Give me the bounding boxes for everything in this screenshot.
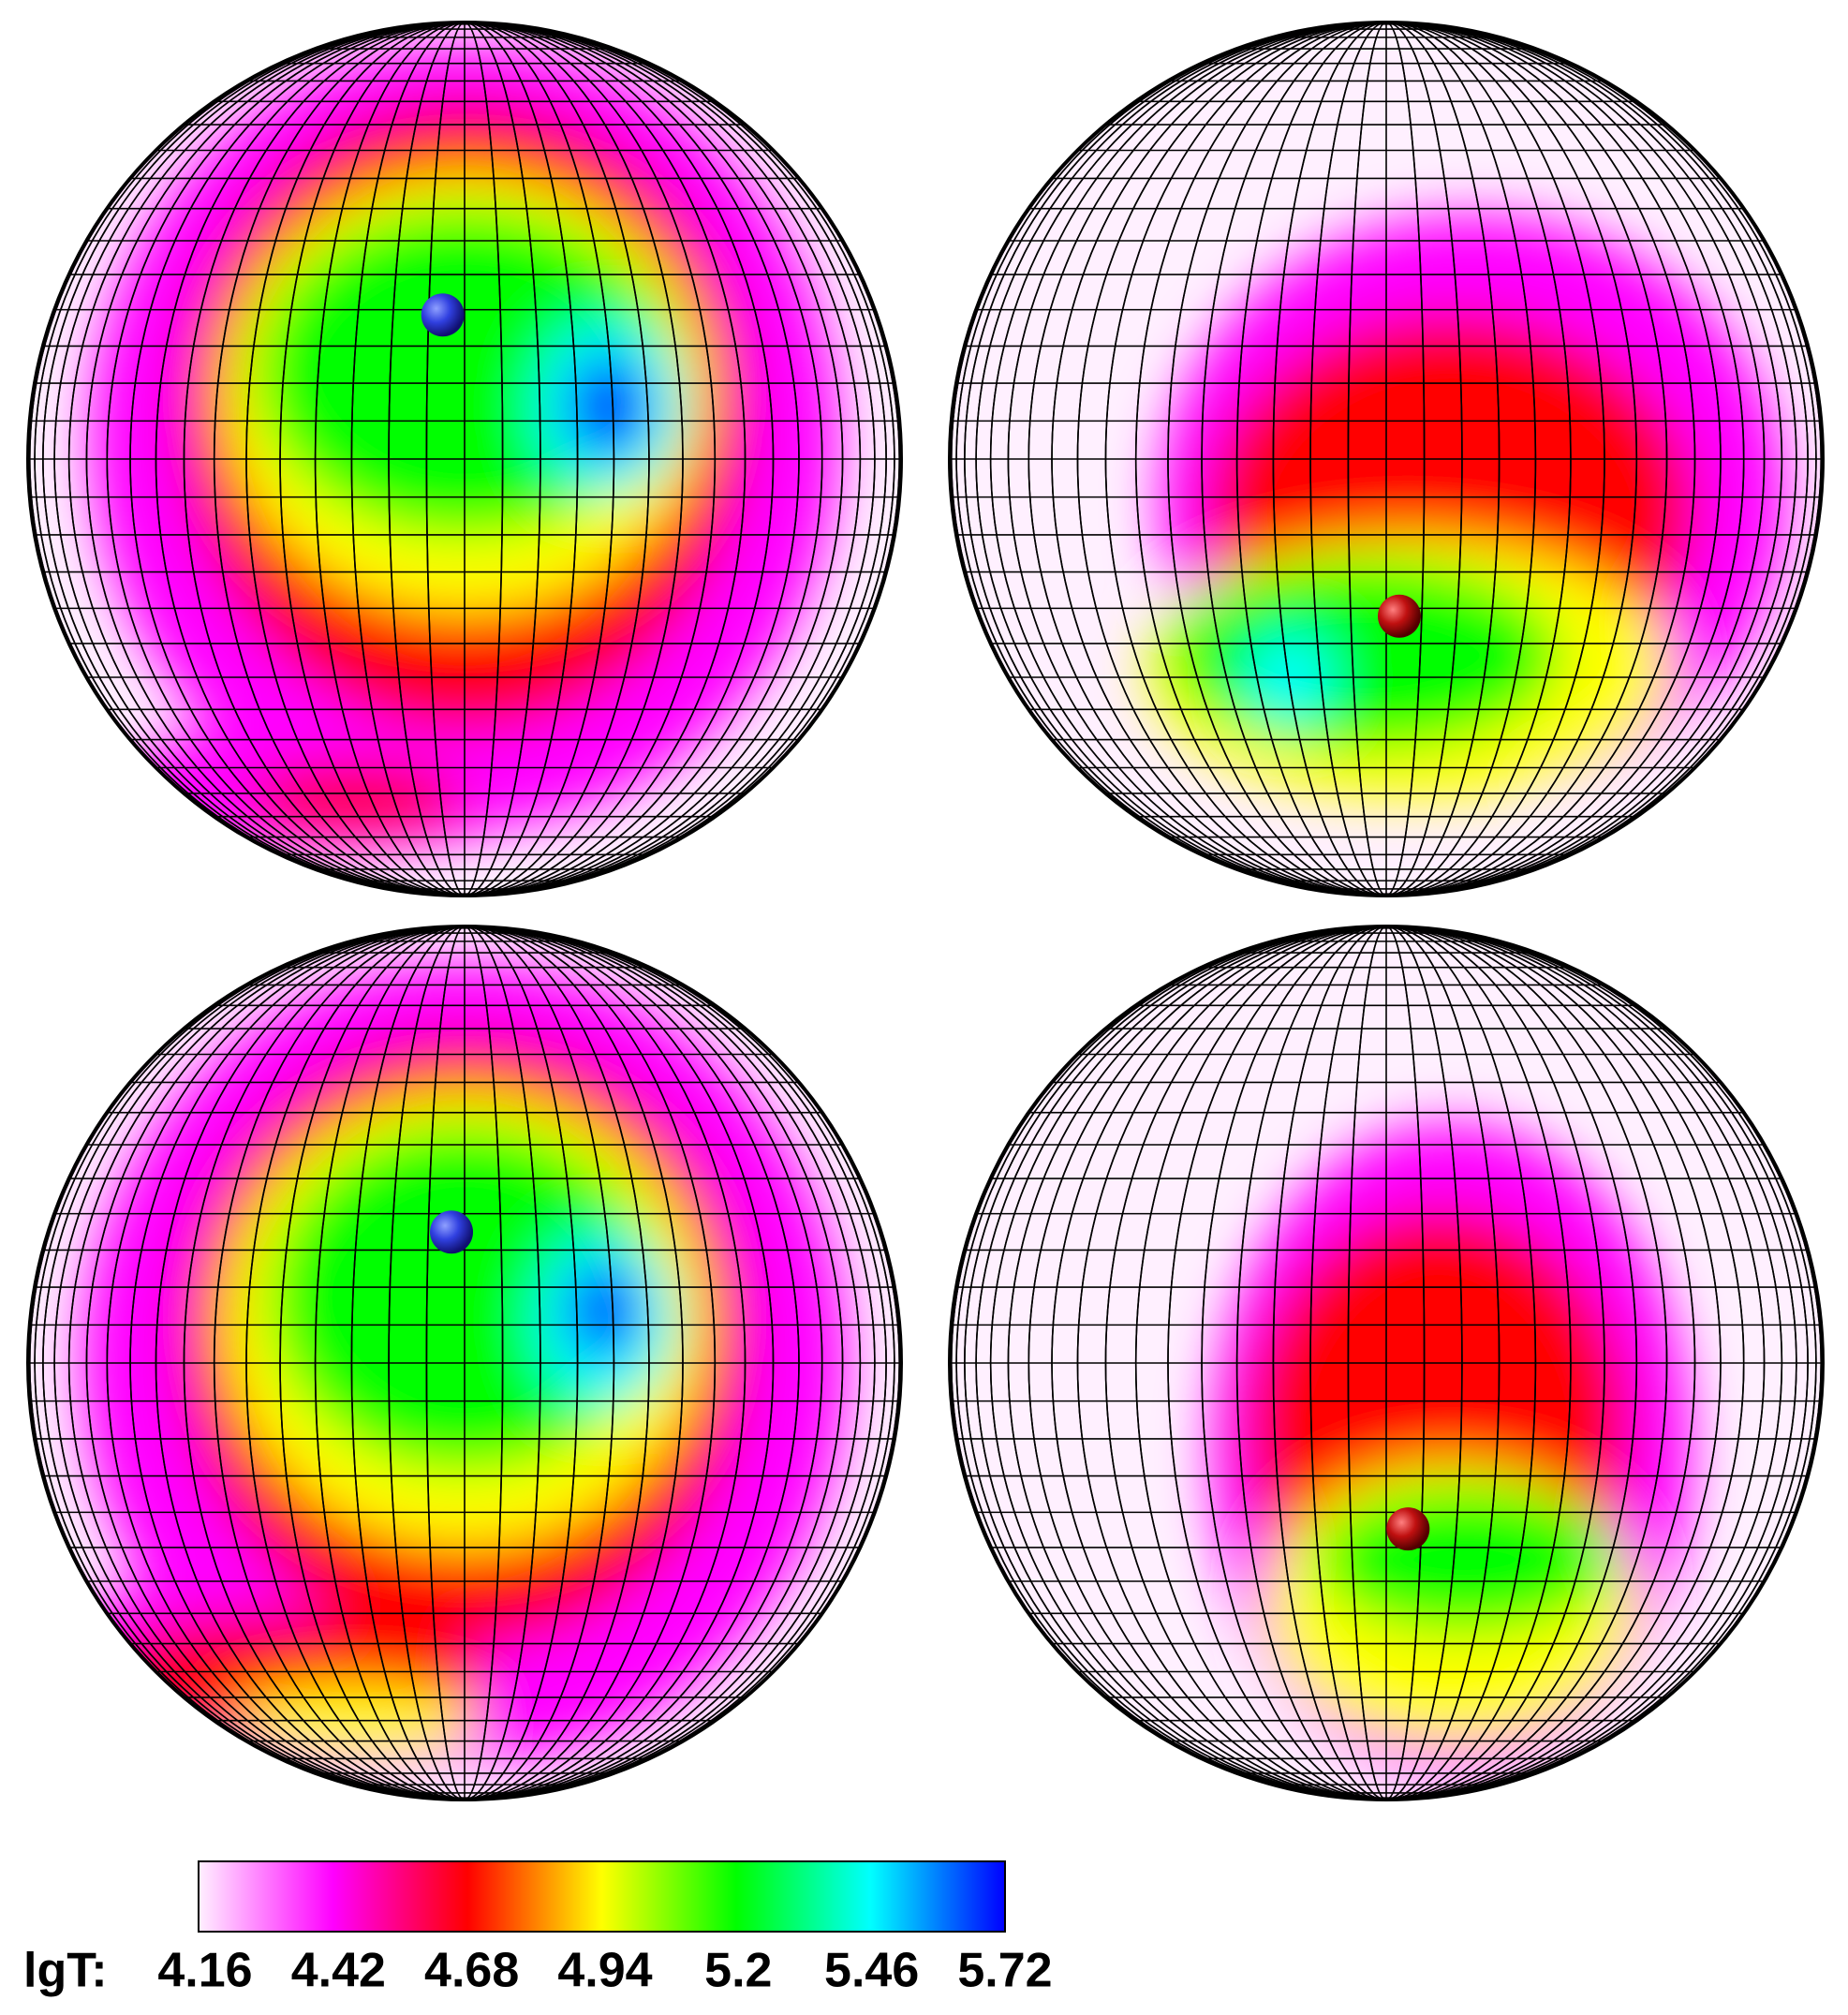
colorbar-label: lgT: — [23, 1944, 108, 1998]
temperature-region — [569, 354, 648, 459]
marker-ball — [430, 1210, 474, 1254]
colorbar-tick-label: 5.46 — [824, 1944, 919, 1998]
temperature-region — [569, 1262, 640, 1359]
temperature-region — [1316, 1485, 1614, 1634]
colorbar-tick-label: 5.2 — [704, 1944, 772, 1998]
sphere-outline — [948, 925, 1825, 1801]
spheres — [26, 21, 1825, 1801]
sphere-outline — [26, 21, 903, 897]
colorbar-tick-label: 4.16 — [157, 1944, 252, 1998]
sphere — [26, 21, 903, 897]
sphere-surface — [28, 22, 901, 896]
marker-ball — [421, 293, 465, 337]
colorbar-ticks: 4.16 4.42 4.68 4.94 5.2 5.46 5.72 — [157, 1944, 1052, 1998]
sphere-surface — [950, 22, 1823, 896]
sphere — [948, 925, 1825, 1801]
sphere-outline — [948, 21, 1825, 897]
marker-ball — [1377, 594, 1421, 638]
colorbar-tick-label: 4.68 — [424, 1944, 519, 1998]
sphere-grid — [28, 22, 901, 896]
colorbar-tick-label: 4.42 — [291, 1944, 386, 1998]
sphere-surface — [28, 926, 901, 1800]
sphere — [948, 21, 1825, 897]
temperature-region — [1168, 559, 1561, 752]
colorbar — [198, 1860, 1006, 1933]
colorbar-tick-label: 5.72 — [957, 1944, 1052, 1998]
sphere-grid — [950, 926, 1823, 1800]
colorbar-tick-label: 4.94 — [557, 1944, 652, 1998]
sphere-outline — [26, 925, 903, 1801]
sphere — [26, 925, 903, 1801]
sphere-surface — [950, 926, 1823, 1800]
temperature-region — [246, 764, 465, 835]
marker-ball — [1386, 1507, 1430, 1551]
